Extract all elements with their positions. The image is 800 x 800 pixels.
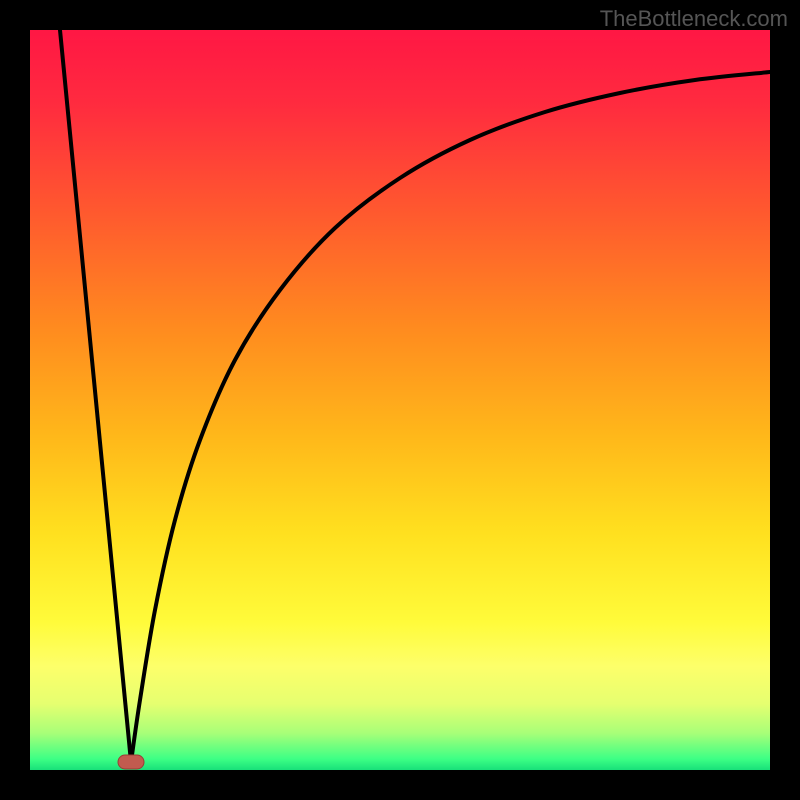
chart-container: TheBottleneck.com [0,0,800,800]
watermark-text: TheBottleneck.com [600,6,788,32]
plot-background [30,30,770,770]
minimum-marker [118,755,144,769]
chart-svg [0,0,800,800]
